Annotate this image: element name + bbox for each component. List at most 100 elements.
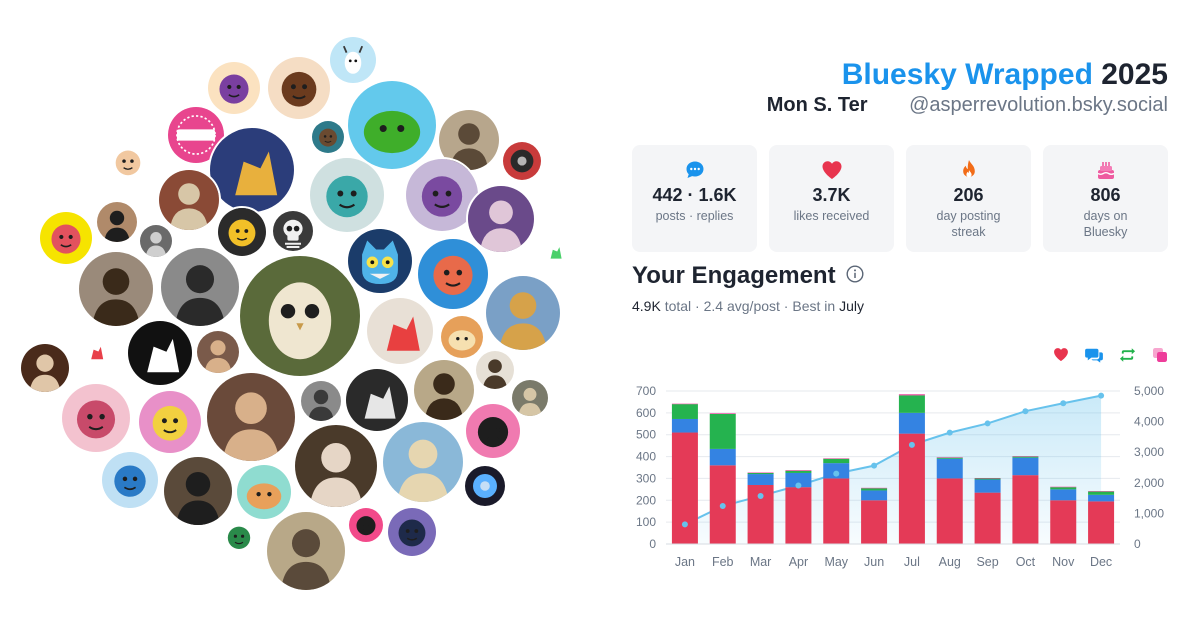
bar-segment	[747, 474, 774, 485]
avatar-painting-child[interactable]	[437, 108, 501, 172]
replies-legend-icon[interactable]	[1085, 347, 1103, 368]
bar-segment	[861, 490, 888, 501]
avatar-blue-orb[interactable]	[463, 464, 507, 508]
avatar-bearded-man[interactable]	[310, 119, 346, 155]
engagement-best-prefix: Best in	[792, 298, 836, 314]
y-tick-left: 200	[636, 493, 656, 507]
bar-segment	[1050, 486, 1077, 488]
avatar-pink-wizard[interactable]	[347, 506, 385, 544]
avatar-pink-bird[interactable]	[137, 389, 203, 455]
bar-segment	[1088, 501, 1115, 544]
heart-icon	[769, 159, 894, 181]
bar-segment	[861, 500, 888, 544]
bar-segment	[1050, 487, 1077, 490]
avatar-puppet[interactable]	[216, 206, 268, 258]
avatar-regency-woman[interactable]	[412, 358, 476, 422]
bar-segment	[898, 395, 925, 413]
avatar-hat-cartoon[interactable]	[206, 60, 262, 116]
x-tick-label: Jun	[864, 555, 884, 569]
flame-icon	[906, 159, 1031, 181]
cumulative-point	[908, 441, 915, 448]
avatar-glasses-man[interactable]	[299, 379, 343, 423]
avatar-goat[interactable]	[328, 35, 378, 85]
avatar-curly-hair[interactable]	[293, 423, 379, 509]
reposts-legend-icon[interactable]	[1119, 347, 1136, 368]
avatar-beanie-man[interactable]	[510, 378, 550, 418]
y-tick-right: 1,000	[1134, 506, 1164, 520]
avatar-teal-hair[interactable]	[308, 156, 386, 234]
x-tick-label: Apr	[789, 555, 808, 569]
bar-segment	[861, 488, 888, 491]
avatar-nerd-cartoon[interactable]	[104, 138, 152, 186]
avatar-glasses-cartoon[interactable]	[266, 55, 332, 121]
bar-segment	[785, 487, 812, 544]
cumulative-area	[684, 395, 1102, 544]
cake-icon	[1043, 159, 1168, 181]
avatar-baby-statue[interactable]	[195, 329, 241, 375]
avatar-sunglasses[interactable]	[162, 455, 234, 527]
avatar-watermelon[interactable]	[82, 338, 110, 366]
cumulative-point	[833, 470, 840, 477]
avatar-masked-hero[interactable]	[464, 402, 522, 460]
bar-segment	[1088, 494, 1115, 502]
cumulative-point	[681, 521, 688, 528]
avatar-hero-green[interactable]	[217, 515, 261, 559]
bar-segment	[747, 472, 774, 474]
avatar-small-figure[interactable]	[208, 126, 296, 214]
stats-row: 442 · 1.6K posts · replies 3.7K likes re…	[632, 145, 1168, 252]
avatar-beach[interactable]	[381, 420, 465, 504]
avatar-vinyl[interactable]	[501, 140, 543, 182]
avatar-lady-sketch[interactable]	[474, 349, 516, 391]
bar-segment	[823, 458, 850, 464]
avatar-iron-maiden[interactable]	[157, 168, 221, 232]
x-tick-label: Sep	[976, 555, 998, 569]
avatar-black-dragon[interactable]	[126, 319, 194, 387]
avatar-blue-girl[interactable]	[100, 450, 160, 510]
avatar-tshirt[interactable]	[344, 367, 410, 433]
avatar-hooded[interactable]	[95, 200, 139, 244]
bar-segment	[785, 470, 812, 473]
avatar-bw-man[interactable]	[159, 246, 241, 328]
engagement-title: Your Engagement	[632, 262, 836, 289]
x-tick-label: Jul	[904, 555, 920, 569]
avatar-pink-hair[interactable]	[38, 210, 94, 266]
avatar-cartoon-beard[interactable]	[416, 237, 490, 311]
x-tick-label: Jan	[675, 555, 695, 569]
avatar-red-window[interactable]	[365, 296, 435, 366]
y-tick-right: 5,000	[1134, 384, 1164, 398]
cumulative-point	[871, 462, 878, 469]
avatar-man-outdoors[interactable]	[265, 510, 347, 592]
avatar-long-hair[interactable]	[386, 506, 438, 558]
bar-segment	[1012, 475, 1039, 544]
x-tick-label: Nov	[1052, 555, 1075, 569]
brand-year: 2025	[1101, 58, 1168, 91]
avatar-small-woman[interactable]	[77, 250, 155, 328]
avatar-baroque-woman[interactable]	[19, 342, 71, 394]
avatar-green-bug[interactable]	[542, 239, 568, 265]
avatar-tea-cup[interactable]	[439, 314, 485, 360]
avatar-owl[interactable]	[238, 254, 362, 378]
quotes-legend-icon[interactable]	[1152, 347, 1168, 368]
likes-legend-icon[interactable]	[1053, 347, 1069, 368]
avatar-pink-fairy[interactable]	[60, 382, 132, 454]
bar-segment	[936, 478, 963, 544]
avatar-old-man[interactable]	[138, 223, 174, 259]
avatar-green-planet[interactable]	[346, 79, 438, 171]
avatar-blue-cat[interactable]	[346, 227, 414, 295]
engagement-chart: 700 600 500 400 300 200 100 0 5,000 4,000 3,000 2,0…	[636, 384, 1164, 569]
bar-segment	[898, 412, 925, 434]
avatar-dark-woman[interactable]	[466, 184, 536, 254]
cumulative-point	[757, 492, 764, 499]
y-tick-right: 3,000	[1134, 445, 1164, 459]
user-handle: @asperrevolution.bsky.social	[909, 94, 1168, 116]
y-tick-right: 0	[1134, 537, 1141, 551]
engagement-header: Your Engagement	[632, 262, 864, 290]
avatar-otter-phone[interactable]	[235, 463, 293, 521]
avatar-skeleton[interactable]	[271, 209, 315, 253]
stat-value: 3.7K	[812, 185, 851, 205]
cumulative-point	[795, 482, 802, 489]
avatar-gun-painting[interactable]	[205, 371, 297, 463]
avatar-field[interactable]	[484, 274, 562, 352]
bar-segment	[1088, 491, 1115, 492]
info-icon[interactable]	[846, 262, 864, 290]
